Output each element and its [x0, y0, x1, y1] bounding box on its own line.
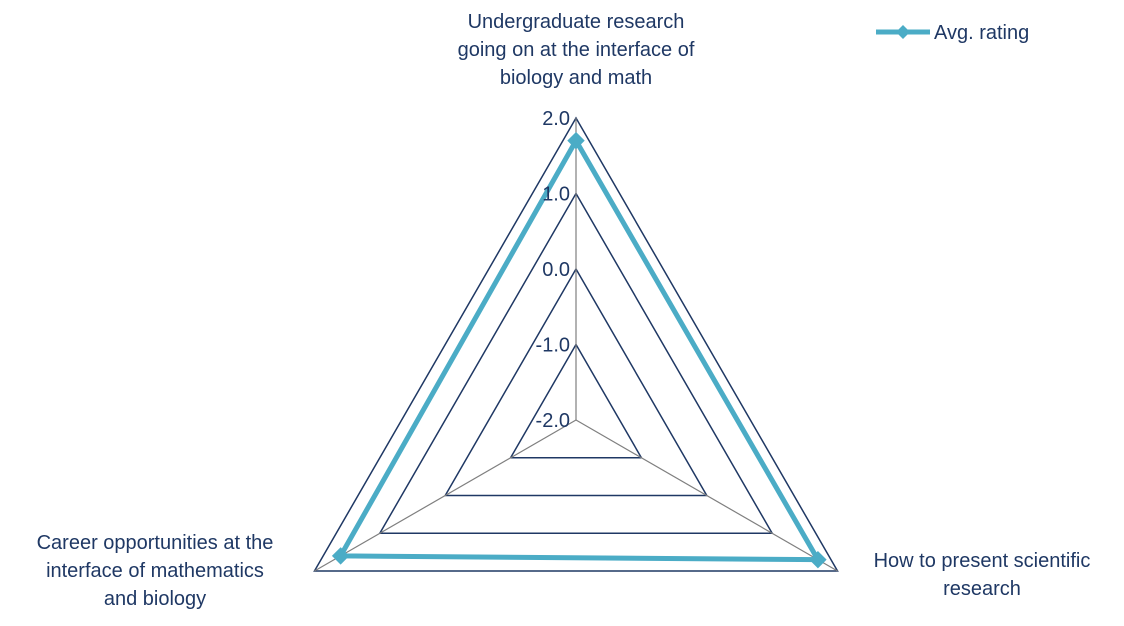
- series-line-0: [338, 138, 821, 563]
- grid-layer: [313, 116, 839, 572]
- data-point-1: [809, 550, 827, 569]
- legend-diamond-marker: [896, 25, 910, 39]
- r-tick-label-2: 0.0: [542, 259, 570, 281]
- data-point-0: [567, 131, 585, 150]
- r-tick-label-1: -1.0: [536, 335, 570, 357]
- spoke-layer: [314, 118, 838, 572]
- grid-ring-4: [313, 116, 839, 572]
- category-label-1-line-0: How to present scientific: [874, 550, 1091, 572]
- category-label-0: Undergraduate research going on at the in…: [458, 11, 695, 89]
- legend-series-name: Avg. rating: [934, 22, 1029, 44]
- category-label-1-line-1: research: [943, 578, 1021, 600]
- grid-ring-1: [509, 342, 643, 459]
- category-label-2: Career opportunities at the interface of …: [37, 532, 274, 610]
- grid-ring-2: [443, 267, 709, 497]
- legend: Avg. rating: [876, 22, 1029, 44]
- spoke-2: [314, 419, 577, 572]
- category-label-2-line-1: interface of mathematics: [46, 560, 264, 582]
- grid-ring-3: [378, 191, 774, 534]
- data-point-2: [331, 547, 350, 565]
- series-layer: [331, 131, 827, 569]
- category-label-2-line-2: and biology: [104, 588, 206, 610]
- category-label-0-line-2: biology and math: [500, 67, 652, 89]
- category-label-2-line-0: Career opportunities at the: [37, 532, 274, 554]
- r-tick-label-3: 1.0: [542, 184, 570, 206]
- category-label-0-line-0: Undergraduate research: [468, 11, 685, 33]
- tick-label-layer: -2.0 -1.0 0.0 1.0 2.0: [536, 108, 570, 432]
- spoke-1: [575, 419, 838, 572]
- category-label-layer: Undergraduate research going on at the in…: [37, 11, 1091, 610]
- r-tick-label-4: 2.0: [542, 108, 570, 130]
- r-tick-label-0: -2.0: [536, 410, 570, 432]
- category-label-1: How to present scientific research: [874, 550, 1091, 600]
- category-label-0-line-1: going on at the interface of: [458, 39, 695, 61]
